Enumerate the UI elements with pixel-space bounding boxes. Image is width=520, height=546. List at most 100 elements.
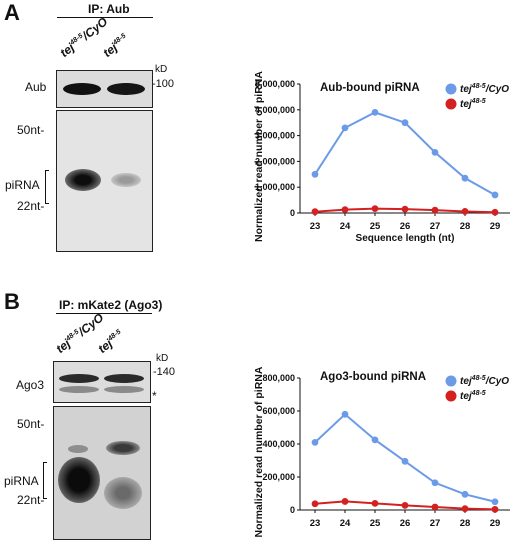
band: [63, 83, 101, 95]
data-point: [431, 206, 439, 214]
legend-marker: [445, 98, 457, 110]
ip-underline-a: [57, 17, 153, 19]
pirna-bracket-b: [43, 462, 47, 499]
data-point: [461, 505, 469, 513]
northern-blot-a: [56, 110, 153, 252]
western-label-a: Aub: [25, 80, 47, 94]
x-tick-label: 25: [370, 221, 381, 232]
data-point: [311, 438, 319, 446]
band: [106, 441, 140, 455]
data-point: [311, 170, 319, 178]
legend-label: tej48-5/CyO: [460, 83, 509, 95]
nt-marker-a-bottom: 22nt-: [17, 199, 45, 213]
data-point: [461, 208, 469, 215]
pirna-label-a: piRNA: [5, 178, 40, 192]
nt-marker-a-top: 50nt-: [17, 123, 45, 137]
x-tick-label: 25: [370, 518, 381, 529]
pirna-bracket-a: [45, 170, 49, 204]
data-point: [401, 119, 409, 127]
data-point: [371, 108, 379, 116]
x-tick-label: 28: [460, 518, 471, 529]
pirna-band: [111, 173, 141, 187]
legend-label: tej48-5: [460, 390, 486, 402]
kd-label-a: kD: [155, 64, 168, 75]
data-point: [371, 205, 379, 213]
data-point: [311, 500, 319, 508]
chart-title: Ago3-bound piRNA: [320, 371, 426, 383]
pirna-band: [58, 457, 100, 503]
data-point: [431, 503, 439, 511]
band: [104, 374, 144, 383]
y-axis-label: Normalized read number of piRNA: [253, 366, 265, 537]
x-tick-label: 29: [490, 221, 501, 232]
band: [107, 83, 145, 95]
x-tick-label: 27: [430, 221, 441, 232]
y-tick-label: 4,000,000: [255, 105, 295, 115]
y-tick-label: 400,000: [262, 439, 295, 449]
legend-marker: [445, 375, 457, 387]
band: [68, 445, 88, 453]
data-point: [341, 124, 349, 132]
x-tick-label: 29: [490, 518, 501, 529]
band: [104, 386, 144, 393]
x-tick-label: 24: [340, 221, 351, 232]
x-axis-label: Sequence length (nt): [356, 233, 455, 244]
legend-label: tej48-5/CyO: [460, 375, 509, 387]
x-tick-label: 27: [430, 518, 441, 529]
data-point: [401, 501, 409, 509]
nt-marker-b-top: 50nt-: [17, 417, 45, 431]
data-point: [371, 500, 379, 507]
data-point: [461, 174, 469, 182]
data-point: [431, 479, 439, 487]
x-tick-label: 24: [340, 518, 351, 529]
data-point: [341, 498, 349, 505]
data-point: [341, 206, 349, 214]
ip-label-a: IP: Aub: [88, 2, 130, 16]
data-point: [401, 457, 409, 465]
nt-marker-b-bottom: 22nt-: [17, 493, 45, 507]
x-tick-label: 23: [310, 221, 321, 232]
ip-underline-b: [56, 313, 152, 315]
western-blot-b: [53, 361, 151, 403]
pirna-band: [65, 169, 101, 191]
data-point: [491, 498, 499, 506]
data-point: [371, 436, 379, 444]
y-tick-label: 1,000,000: [255, 182, 295, 192]
band: [59, 386, 99, 393]
x-tick-label: 26: [400, 518, 411, 529]
data-point: [311, 208, 319, 216]
y-tick-label: 3,000,000: [255, 131, 295, 141]
legend-marker: [445, 83, 457, 95]
data-point: [341, 410, 349, 418]
data-point: [491, 208, 499, 216]
western-blot-a: [56, 70, 153, 108]
panel-letter-b: B: [4, 289, 20, 314]
pirna-band: [104, 477, 142, 509]
x-tick-label: 26: [400, 221, 411, 232]
pirna-label-b: piRNA: [4, 474, 39, 488]
chart-title: Aub-bound piRNA: [320, 82, 420, 94]
data-point: [491, 505, 499, 513]
y-tick-label: 600,000: [262, 406, 295, 416]
asterisk-mark: *: [152, 389, 157, 403]
y-tick-label: 800,000: [262, 373, 295, 383]
data-point: [461, 490, 469, 498]
y-tick-label: 2,000,000: [255, 156, 295, 166]
data-point: [491, 191, 499, 199]
data-point: [431, 148, 439, 156]
northern-blot-b: [53, 406, 151, 540]
x-tick-label: 28: [460, 221, 471, 232]
y-axis-label: Normalized read number of piRNA: [253, 71, 265, 242]
legend-label: tej48-5: [460, 98, 486, 110]
mw-marker-b: -140: [153, 366, 176, 378]
band: [59, 374, 99, 383]
ip-label-b: IP: mKate2 (Ago3): [59, 298, 163, 312]
legend-marker: [445, 390, 457, 402]
kd-label-b: kD: [156, 353, 169, 364]
y-tick-label: 5,000,000: [255, 79, 295, 89]
y-tick-label: 200,000: [262, 472, 295, 482]
western-label-b: Ago3: [16, 378, 45, 392]
data-point: [401, 205, 409, 213]
mw-marker-a: -100: [152, 78, 175, 90]
